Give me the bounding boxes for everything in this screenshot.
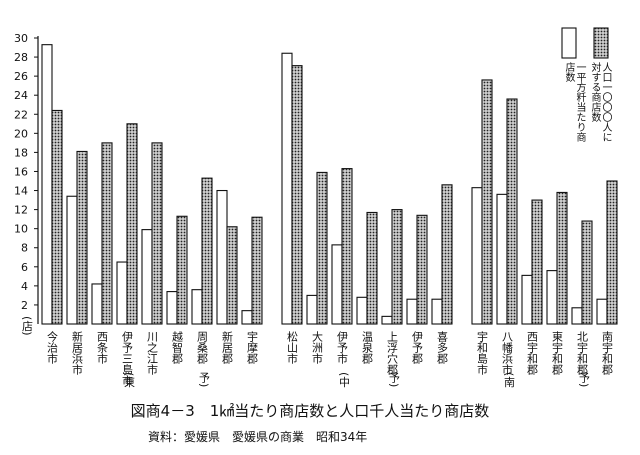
bar	[76, 150, 88, 325]
y-tick-label: 18	[14, 146, 28, 159]
bar	[116, 261, 128, 325]
bar	[496, 193, 508, 325]
y-tick-label: 30	[14, 32, 28, 45]
bar	[51, 109, 63, 325]
region-mark: (東	[123, 372, 136, 388]
bar	[366, 211, 378, 325]
bar	[216, 189, 228, 325]
bar	[191, 289, 203, 325]
y-tick-label: 16	[14, 165, 28, 178]
bar	[251, 216, 263, 325]
region-mark: 予)	[578, 372, 591, 388]
bar	[41, 44, 53, 325]
bar	[416, 214, 428, 325]
x-tick-label: 東宇和郡	[551, 331, 564, 376]
legend-swatch	[593, 27, 609, 59]
legend-swatch	[561, 27, 577, 59]
bar	[581, 220, 593, 325]
y-unit: (店)	[21, 316, 34, 336]
y-tick-label: 20	[14, 127, 28, 140]
bar	[126, 123, 138, 325]
x-tick-label: 伊予三島市	[121, 331, 134, 387]
bar	[151, 142, 163, 325]
y-tick-label: 8	[21, 242, 28, 255]
bar	[606, 180, 618, 325]
x-tick-label: 越智郡	[171, 330, 184, 365]
bar	[431, 298, 443, 325]
x-tick-label: 北宇和郡	[576, 331, 589, 376]
y-tick-label: 6	[21, 261, 28, 274]
bar	[406, 298, 418, 325]
region-mark: 予)	[198, 372, 211, 388]
x-tick-label: 松山市	[286, 330, 299, 365]
x-tick-label: 西条市	[96, 331, 109, 365]
x-tick-label: 上浮穴郡	[386, 331, 399, 376]
y-tick-label: 4	[21, 280, 28, 293]
y-tick-label: 28	[14, 51, 28, 64]
bar	[531, 199, 543, 325]
bar	[66, 195, 78, 325]
x-tick-label: 川之江市	[146, 331, 159, 376]
legend-label: 一平方粁当たり商店数	[563, 62, 585, 142]
bar	[316, 171, 328, 325]
x-tick-label: 伊予市	[336, 331, 349, 365]
x-tick-label: 宇摩郡	[246, 331, 259, 365]
bar	[241, 310, 253, 325]
bar	[201, 177, 213, 325]
bar	[471, 187, 483, 325]
bar	[166, 291, 178, 325]
bar	[556, 191, 568, 325]
x-tick-label: 南宇和郡	[601, 331, 614, 376]
region-mark: (南	[503, 372, 516, 387]
legend-label: 人口一〇〇〇人に対する商店数	[589, 62, 611, 142]
bar	[331, 244, 343, 325]
x-tick-label: 西宇和郡	[526, 331, 539, 376]
chart-title: 図商4－3 1㎢当たり商店数と人口千人当たり商店数	[131, 402, 490, 420]
y-tick-label: 26	[14, 70, 28, 83]
bar	[91, 283, 103, 325]
chart-source: 資料：愛媛県 愛媛県の商業 昭和34年	[148, 429, 367, 444]
bar	[176, 215, 188, 325]
bar	[521, 274, 533, 325]
y-tick-label: 2	[21, 299, 28, 312]
x-tick-label: 宇和島市	[476, 331, 489, 376]
bar	[101, 142, 113, 325]
bar	[281, 52, 293, 325]
x-tick-label: 新居浜市	[71, 330, 84, 376]
bar	[506, 98, 518, 325]
bar	[291, 65, 303, 325]
y-tick-label: 22	[14, 108, 28, 121]
bar	[391, 209, 403, 325]
region-mark: (中	[338, 372, 351, 387]
bar	[546, 270, 558, 325]
bar	[306, 294, 318, 325]
x-tick-label: 温泉郡	[361, 331, 374, 365]
region-mark: 予)	[388, 372, 401, 388]
x-tick-label: 伊予郡	[411, 331, 424, 365]
bar	[381, 315, 393, 325]
bar	[481, 79, 493, 325]
y-tick-label: 14	[14, 185, 28, 198]
y-tick-label: 24	[14, 89, 28, 102]
bar	[226, 226, 238, 325]
bar	[596, 298, 608, 325]
x-tick-label: 大洲市	[311, 330, 324, 365]
bar	[356, 296, 368, 325]
x-tick-label: 八幡浜市	[501, 331, 514, 376]
x-tick-label: 新居郡	[221, 330, 234, 365]
x-tick-label: 喜多郡	[436, 331, 449, 365]
bar	[441, 184, 453, 325]
y-tick-label: 10	[14, 223, 28, 236]
bar	[341, 168, 353, 325]
bar	[141, 229, 153, 325]
y-tick-label: 12	[14, 204, 28, 217]
bar	[571, 307, 583, 325]
x-tick-label: 今治市	[46, 330, 59, 365]
x-tick-label: 周桑郡	[196, 331, 209, 365]
